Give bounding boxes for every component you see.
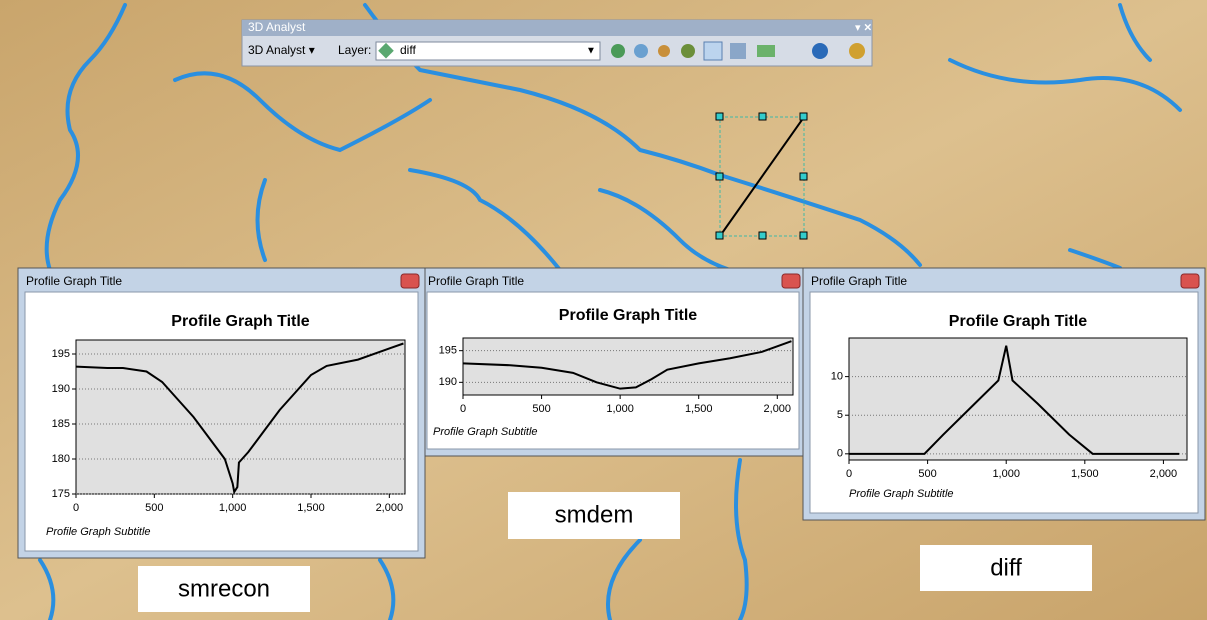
profile-window: Profile Graph Title Profile Graph Title 0 5… [803, 268, 1205, 520]
x-tick-label: 1,000 [992, 468, 1020, 480]
analyst-menu[interactable]: 3D Analyst ▾ [248, 43, 315, 57]
y-tick-label: 5 [837, 409, 843, 421]
close-button[interactable] [401, 274, 419, 288]
chart-subtitle: Profile Graph Subtitle [849, 488, 954, 500]
y-tick-label: 185 [52, 418, 70, 430]
chart-title: Profile Graph Title [559, 307, 698, 324]
layer-value: diff [400, 43, 416, 57]
x-tick-label: 1,500 [297, 502, 325, 514]
close-button[interactable] [1181, 274, 1199, 288]
x-tick-label: 1,000 [606, 403, 634, 415]
chart-title: Profile Graph Title [949, 313, 1088, 330]
screen: 3D Analyst ▾ × 3D Analyst ▾ Layer: diff … [0, 0, 1207, 620]
profile-window: Profile Graph Title Profile Graph Title 19… [420, 268, 806, 456]
toolbar-title: 3D Analyst [248, 20, 306, 34]
chart-subtitle: Profile Graph Subtitle [433, 426, 538, 438]
chart-subtitle: Profile Graph Subtitle [46, 526, 151, 538]
toolbar-menu-arrow[interactable]: ▾ [855, 22, 861, 34]
y-tick-label: 175 [52, 488, 70, 500]
x-tick-label: 2,000 [376, 502, 404, 514]
toolbar-close[interactable]: × [864, 19, 872, 34]
y-tick-label: 190 [439, 376, 457, 388]
close-button[interactable] [782, 274, 800, 288]
window-title: Profile Graph Title [428, 274, 524, 288]
chart-title: Profile Graph Title [171, 313, 310, 330]
x-tick-label: 0 [460, 403, 466, 415]
y-tick-label: 0 [837, 448, 843, 460]
layer-label: Layer: [338, 43, 371, 57]
profile-window: Profile Graph Title Profile Graph Title 17… [18, 268, 425, 558]
y-tick-label: 190 [52, 383, 70, 395]
x-tick-label: 1,500 [685, 403, 713, 415]
y-tick-label: 10 [831, 371, 843, 383]
x-tick-label: 0 [73, 502, 79, 514]
layer-caption: diff [990, 554, 1022, 581]
plot-area [76, 340, 405, 494]
dropdown-arrow[interactable]: ▼ [586, 46, 596, 57]
x-tick-label: 1,000 [219, 502, 247, 514]
y-tick-label: 195 [52, 348, 70, 360]
y-tick-label: 195 [439, 345, 457, 357]
layer-caption: smdem [555, 501, 634, 528]
x-tick-label: 500 [918, 468, 936, 480]
x-tick-label: 500 [532, 403, 550, 415]
x-tick-label: 500 [145, 502, 163, 514]
x-tick-label: 2,000 [764, 403, 792, 415]
window-title: Profile Graph Title [26, 274, 122, 288]
window-title: Profile Graph Title [811, 274, 907, 288]
layer-caption: smrecon [178, 575, 270, 602]
x-tick-label: 2,000 [1150, 468, 1178, 480]
plot-area [849, 338, 1187, 460]
x-tick-label: 1,500 [1071, 468, 1099, 480]
y-tick-label: 180 [52, 453, 70, 465]
toolbar: 3D Analyst ▾ × 3D Analyst ▾ Layer: diff … [242, 19, 872, 66]
x-tick-label: 0 [846, 468, 852, 480]
plot-area [463, 338, 793, 395]
